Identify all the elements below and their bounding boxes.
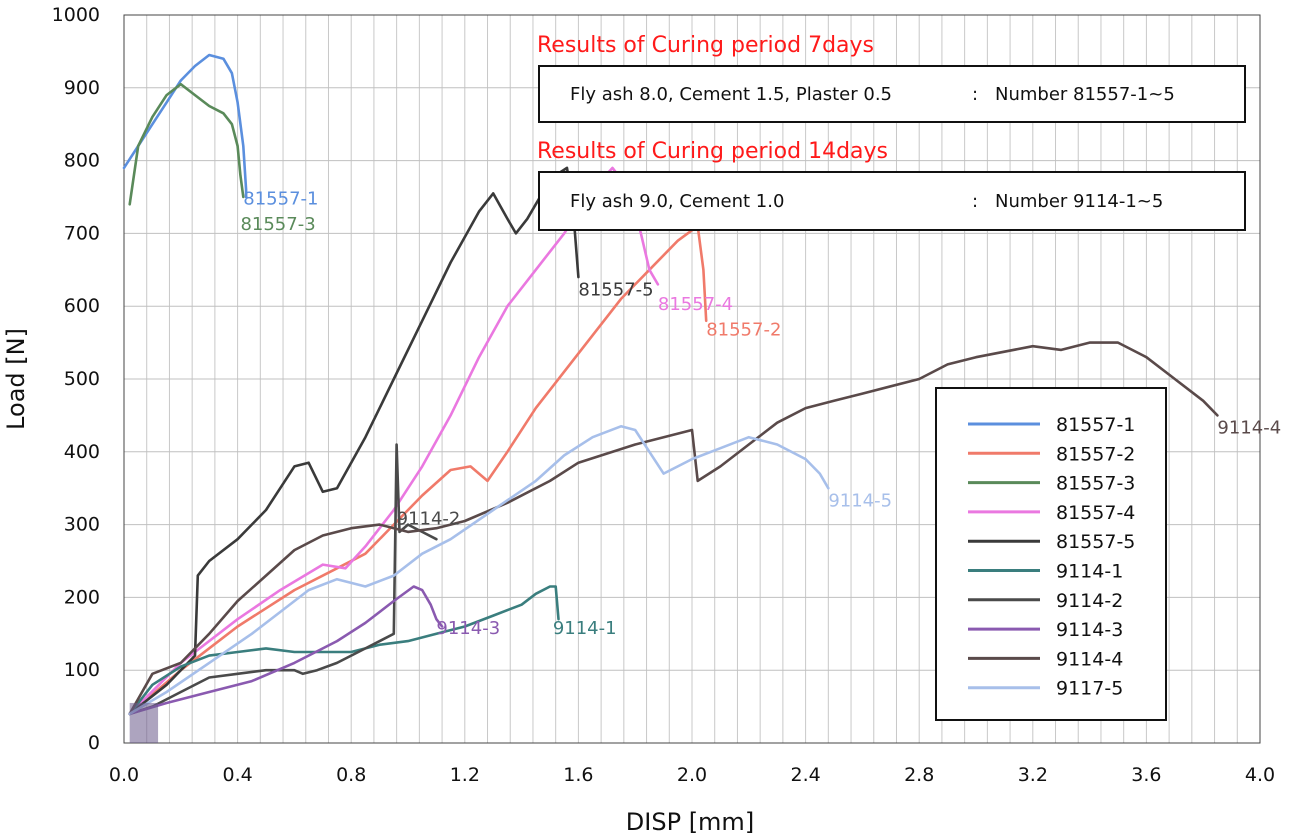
series-end-label: 81557-4: [658, 294, 733, 315]
box-14days-composition: Fly ash 9.0, Cement 1.0: [570, 191, 784, 212]
info-box-7days: [538, 65, 1246, 123]
box-14days-number: Number 9114-1~5: [995, 191, 1163, 212]
legend-label-81557-5: 81557-5: [1056, 531, 1135, 553]
y-tick-label: 0: [88, 732, 100, 754]
title-curing-14days: Results of Curing period 14days: [537, 139, 888, 164]
origin-noise-region: [129, 702, 159, 743]
y-tick-label: 200: [64, 586, 100, 608]
series-end-label: 9114-2: [397, 509, 461, 530]
legend-box: [935, 387, 1167, 721]
x-tick-label: 0.0: [109, 764, 139, 786]
legend-label-9114-4: 9114-4: [1056, 648, 1123, 670]
x-tick-label: 3.6: [1131, 764, 1161, 786]
x-tick-labels: 0.0 0.4 0.8 1.2 1.6 2.0 2.4 2.8 3.2 3.6 4.0: [109, 764, 1275, 786]
series-end-label: 81557-2: [706, 319, 781, 340]
series-line-81557-2: [128, 224, 708, 716]
y-tick-label: 100: [64, 659, 100, 681]
legend: 81557-1 81557-2 81557-3 81557-4 81557-5 9114-…: [935, 387, 1167, 721]
legend-label-81557-4: 81557-4: [1056, 502, 1135, 524]
legend-label-81557-1: 81557-1: [1056, 414, 1135, 436]
x-tick-label: 2.4: [790, 764, 820, 786]
box-7days-separator: :: [972, 84, 978, 105]
series-line-9117-5: [128, 425, 830, 716]
legend-label-9114-3: 9114-3: [1056, 619, 1123, 641]
series-line-81557-5: [128, 166, 580, 716]
x-tick-label: 0.8: [336, 764, 366, 786]
legend-label-81557-2: 81557-2: [1056, 443, 1135, 465]
series-end-label: 81557-1: [243, 188, 318, 209]
plot-area-frame: [123, 14, 1261, 744]
y-tick-labels: 0 100 200 300 400 500 600 700 800 900 1000: [52, 4, 100, 754]
y-tick-label: 400: [64, 441, 100, 463]
series-line-81557-3: [128, 82, 245, 206]
y-tick-label: 1000: [52, 4, 100, 26]
legend-label-9114-1: 9114-1: [1056, 561, 1123, 583]
series-line-9114-3: [128, 585, 444, 716]
y-tick-label: 600: [64, 295, 100, 317]
series-end-label: 81557-5: [578, 279, 653, 300]
x-tick-label: 0.4: [222, 764, 252, 786]
series-end-label: 81557-3: [240, 214, 315, 235]
curing-info-14days: Results of Curing period 14days Fly ash …: [537, 139, 1246, 231]
x-tick-label: 2.8: [904, 764, 934, 786]
series-line-9114-1: [128, 585, 560, 716]
y-axis-label: Load [N]: [2, 328, 30, 430]
series-line-81557-1: [122, 53, 248, 199]
series-annotations: 81557-181557-381557-581557-481557-29114-…: [240, 188, 1281, 639]
series-end-label: 9114-3: [436, 618, 500, 639]
y-tick-label: 300: [64, 514, 100, 536]
box-7days-number: Number 81557-1~5: [995, 84, 1175, 105]
series-end-label: 9114-4: [1217, 418, 1281, 439]
y-tick-label: 500: [64, 368, 100, 390]
series-end-label: 9114-1: [553, 618, 617, 639]
legend-label-9117-5: 9117-5: [1056, 678, 1123, 700]
info-box-14days: [538, 171, 1246, 231]
curing-info-7days: Results of Curing period 7days Fly ash 8…: [537, 33, 1246, 123]
title-curing-7days: Results of Curing period 7days: [537, 33, 874, 58]
x-tick-label: 2.0: [677, 764, 707, 786]
series-end-label: 9114-5: [828, 490, 892, 511]
x-tick-label: 3.2: [1018, 764, 1048, 786]
legend-label-81557-3: 81557-3: [1056, 473, 1135, 495]
x-axis-label: DISP [mm]: [626, 808, 754, 836]
y-tick-label: 900: [64, 77, 100, 99]
box-14days-separator: :: [972, 191, 978, 212]
legend-label-9114-2: 9114-2: [1056, 590, 1123, 612]
axes: [123, 14, 1261, 744]
x-tick-label: 1.2: [450, 764, 480, 786]
x-tick-label: 1.6: [563, 764, 593, 786]
box-7days-composition: Fly ash 8.0, Cement 1.5, Plaster 0.5: [570, 84, 892, 105]
y-tick-label: 700: [64, 222, 100, 244]
x-tick-label: 4.0: [1245, 764, 1275, 786]
series-line-9114-4: [128, 341, 1219, 716]
y-tick-label: 800: [64, 150, 100, 172]
